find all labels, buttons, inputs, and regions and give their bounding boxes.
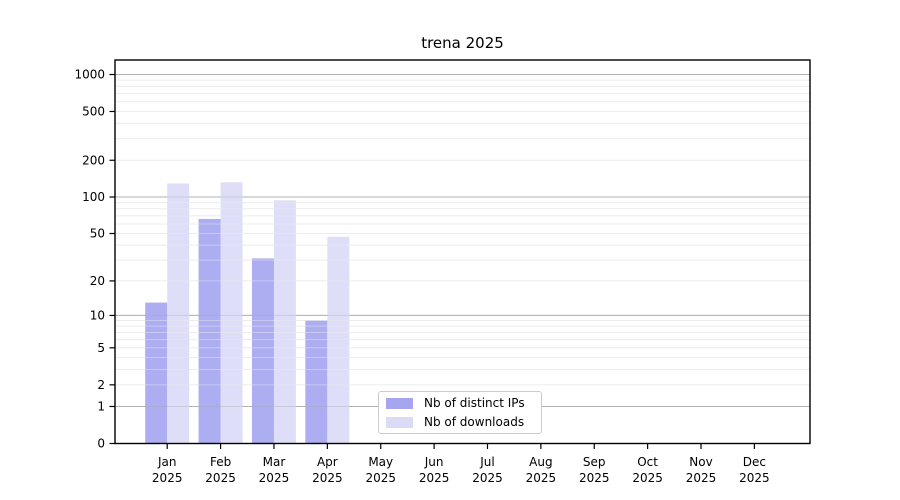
svg-text:5: 5 <box>97 341 105 355</box>
svg-text:100: 100 <box>82 190 105 204</box>
svg-text:1000: 1000 <box>74 68 105 82</box>
svg-text:2025: 2025 <box>472 471 503 485</box>
svg-text:50: 50 <box>90 227 105 241</box>
bars-downloads <box>167 182 350 444</box>
svg-text:2025: 2025 <box>205 471 236 485</box>
svg-text:2025: 2025 <box>579 471 610 485</box>
svg-text:2025: 2025 <box>312 471 343 485</box>
y-axis-ticks: 0 1 2 5 10 20 50 100 200 500 1000 <box>74 68 115 451</box>
svg-text:Nov: Nov <box>689 455 712 469</box>
svg-text:2025: 2025 <box>365 471 396 485</box>
svg-text:2025: 2025 <box>259 471 290 485</box>
svg-text:Mar: Mar <box>263 455 286 469</box>
svg-text:Dec: Dec <box>743 455 766 469</box>
svg-text:2025: 2025 <box>152 471 183 485</box>
svg-text:2: 2 <box>97 378 105 392</box>
legend-label-distinct-ips: Nb of distinct IPs <box>424 396 525 410</box>
legend: Nb of distinct IPs Nb of downloads <box>378 391 542 434</box>
svg-text:2025: 2025 <box>419 471 450 485</box>
svg-text:Oct: Oct <box>637 455 658 469</box>
svg-text:Jan: Jan <box>157 455 177 469</box>
svg-text:Sep: Sep <box>583 455 606 469</box>
svg-text:10: 10 <box>90 309 105 323</box>
svg-text:Jun: Jun <box>424 455 444 469</box>
svg-text:500: 500 <box>82 105 105 119</box>
svg-text:1: 1 <box>97 400 105 414</box>
svg-text:Feb: Feb <box>210 455 231 469</box>
svg-text:200: 200 <box>82 153 105 167</box>
legend-swatch-downloads-icon <box>386 416 413 428</box>
gridline-overlay <box>115 74 810 407</box>
axes-box <box>114 59 811 445</box>
svg-text:Jul: Jul <box>479 455 494 469</box>
svg-text:Apr: Apr <box>317 455 338 469</box>
svg-text:2025: 2025 <box>686 471 717 485</box>
svg-text:0: 0 <box>97 437 105 451</box>
legend-item-distinct-ips: Nb of distinct IPs <box>386 396 541 411</box>
x-axis-ticks: Jan 2025 Feb 2025 Mar 2025 Apr 2025 May 2025 Jun 20… <box>152 443 770 485</box>
bars-distinct-ips <box>145 218 328 444</box>
chart-title: trena 2025 <box>421 34 504 52</box>
legend-label-downloads: Nb of downloads <box>424 415 525 429</box>
svg-text:20: 20 <box>90 274 105 288</box>
svg-text:May: May <box>368 455 393 469</box>
svg-text:Aug: Aug <box>529 455 552 469</box>
legend-item-downloads: Nb of downloads <box>386 415 541 430</box>
svg-text:2025: 2025 <box>739 471 770 485</box>
svg-text:2025: 2025 <box>526 471 557 485</box>
legend-swatch-distinct-ips-icon <box>386 397 413 409</box>
svg-text:2025: 2025 <box>632 471 663 485</box>
